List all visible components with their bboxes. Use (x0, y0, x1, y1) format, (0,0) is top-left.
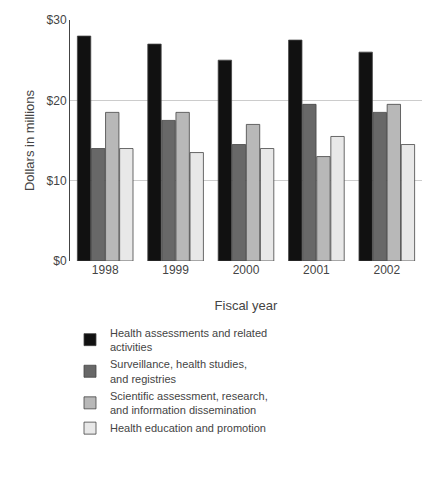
svg-text:Health assessments and related: Health assessments and relatedactivities (110, 327, 267, 353)
svg-text:Surveillance, health studies,a: Surveillance, health studies,and registr… (110, 358, 247, 384)
svg-text:1998: 1998 (92, 263, 119, 277)
svg-text:$20: $20 (47, 94, 67, 108)
svg-text:$10: $10 (47, 174, 67, 188)
svg-text:Dollars in millions: Dollars in millions (22, 89, 37, 191)
svg-text:Scientific assessment, researc: Scientific assessment, research,and info… (110, 390, 268, 416)
svg-text:2000: 2000 (233, 263, 260, 277)
svg-text:$0: $0 (53, 254, 67, 268)
svg-text:1999: 1999 (162, 263, 189, 277)
svg-text:$30: $30 (47, 13, 67, 27)
svg-text:2001: 2001 (303, 263, 330, 277)
svg-text:Fiscal year: Fiscal year (215, 298, 279, 313)
svg-text:Health education and promotion: Health education and promotion (110, 422, 266, 434)
svg-text:2002: 2002 (373, 263, 400, 277)
